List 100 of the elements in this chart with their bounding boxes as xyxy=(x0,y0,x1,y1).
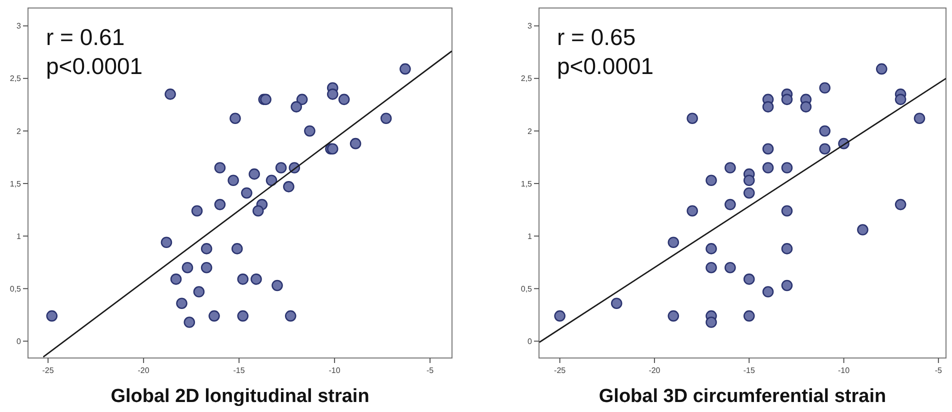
x-tick-label: -15 xyxy=(233,366,246,375)
x-tick-label: -15 xyxy=(743,366,756,375)
point xyxy=(762,143,774,154)
point xyxy=(176,298,188,309)
x-tick-label: -20 xyxy=(138,366,150,375)
point xyxy=(894,94,906,106)
point xyxy=(380,112,392,124)
point xyxy=(781,162,793,174)
point xyxy=(184,316,196,328)
point xyxy=(762,162,774,174)
annotation: p<0.0001 xyxy=(557,53,654,79)
y-tick-label: 2,5 xyxy=(520,74,533,84)
point xyxy=(857,224,868,236)
point xyxy=(164,88,176,100)
point xyxy=(743,174,755,186)
point xyxy=(894,198,906,210)
point xyxy=(193,286,205,298)
point xyxy=(46,310,58,322)
point xyxy=(819,125,830,137)
point xyxy=(610,298,622,309)
point xyxy=(743,187,755,199)
point xyxy=(914,112,926,124)
point xyxy=(800,101,812,112)
point xyxy=(743,310,755,322)
y-tick-label: 2,5 xyxy=(10,74,22,84)
point xyxy=(200,262,212,274)
point xyxy=(350,138,362,150)
y-tick-label: 1,5 xyxy=(520,179,533,188)
y-tick-label: 3 xyxy=(528,22,533,31)
point xyxy=(208,310,220,322)
y-tick-label: 2 xyxy=(528,126,533,136)
point xyxy=(876,63,888,75)
point xyxy=(400,63,411,75)
point xyxy=(275,162,287,174)
annotation: r = 0.61 xyxy=(46,24,125,50)
point xyxy=(762,101,774,112)
annotation: p<0.0001 xyxy=(46,53,143,79)
x-axis-title: Global 3D circumferential strain xyxy=(598,386,886,407)
point xyxy=(781,94,793,106)
point xyxy=(724,198,736,210)
point xyxy=(283,181,294,192)
y-tick-label: 0,5 xyxy=(520,284,533,294)
point xyxy=(686,205,698,217)
y-tick-label: 0,5 xyxy=(10,284,22,294)
point xyxy=(214,198,226,210)
point xyxy=(304,125,316,137)
point xyxy=(237,274,249,285)
point xyxy=(724,262,736,274)
point xyxy=(819,82,830,94)
point xyxy=(668,236,680,248)
y-tick-label: 1,5 xyxy=(10,179,22,188)
point xyxy=(554,310,566,322)
y-tick-label: 0 xyxy=(528,336,533,346)
point xyxy=(284,310,296,322)
point xyxy=(781,205,793,217)
x-tick-label: -25 xyxy=(554,366,566,375)
y-tick-label: 1 xyxy=(528,232,533,241)
point xyxy=(706,316,717,328)
y-tick-label: 2 xyxy=(16,126,22,136)
point xyxy=(250,274,262,285)
x-tick-label: -25 xyxy=(42,366,54,375)
y-tick-label: 0 xyxy=(16,336,22,346)
point xyxy=(228,174,239,186)
point xyxy=(160,236,172,248)
point xyxy=(686,112,698,124)
point xyxy=(819,143,830,154)
point xyxy=(266,174,278,186)
point xyxy=(248,168,260,180)
x-tick-label: -10 xyxy=(838,366,850,375)
point xyxy=(237,310,249,322)
point xyxy=(200,243,212,254)
point xyxy=(762,286,774,298)
point xyxy=(182,262,194,274)
point xyxy=(296,94,308,106)
point xyxy=(781,243,793,254)
annotation: r = 0.65 xyxy=(557,24,636,50)
point xyxy=(214,162,226,174)
x-tick-label: -5 xyxy=(934,366,943,375)
x-axis-title: Global 2D longitudinal strain xyxy=(110,386,370,407)
point xyxy=(230,112,241,124)
point xyxy=(231,243,243,254)
point xyxy=(241,187,252,199)
x-tick-label: -5 xyxy=(426,366,434,375)
point xyxy=(743,274,755,285)
point xyxy=(706,174,717,186)
x-tick-label: -10 xyxy=(328,366,341,375)
y-tick-label: 3 xyxy=(16,22,22,31)
y-tick-label: 1 xyxy=(16,232,22,241)
point xyxy=(290,101,302,112)
point xyxy=(191,205,203,217)
point xyxy=(706,262,717,274)
point xyxy=(170,274,182,285)
point xyxy=(724,162,736,174)
x-tick-label: -20 xyxy=(648,366,661,375)
point xyxy=(706,243,717,254)
point xyxy=(338,94,350,106)
point xyxy=(272,280,283,292)
point xyxy=(668,310,680,322)
point xyxy=(326,88,338,100)
point xyxy=(781,280,793,292)
